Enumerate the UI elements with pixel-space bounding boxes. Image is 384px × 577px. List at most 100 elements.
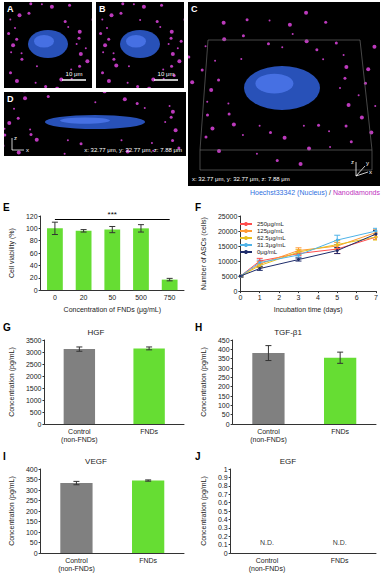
svg-text:0.3: 0.3	[218, 524, 228, 531]
svg-text:FNDs: FNDs	[331, 428, 349, 435]
svg-text:400: 400	[218, 346, 230, 353]
svg-text:150: 150	[26, 518, 38, 525]
svg-text:200: 200	[218, 383, 230, 390]
svg-text:D: D	[7, 94, 14, 104]
svg-text:2: 2	[277, 294, 281, 301]
svg-text:(non-FNDs): (non-FNDs)	[249, 565, 286, 573]
svg-text:3: 3	[297, 294, 301, 301]
svg-text:Control: Control	[65, 557, 88, 564]
svg-text:E: E	[3, 202, 10, 213]
svg-text:Concentration (pg/mL): Concentration (pg/mL)	[8, 476, 16, 546]
svg-text:15000: 15000	[218, 243, 238, 250]
svg-text:F: F	[195, 202, 201, 213]
svg-text:x: 32.77 μm, y: 32.77 μm, z: 7: x: 32.77 μm, y: 32.77 μm, z: 7.88 μm	[84, 147, 182, 153]
svg-text:10 μm: 10 μm	[158, 71, 175, 77]
svg-text:0μg/mL: 0μg/mL	[257, 249, 278, 255]
svg-text:Hoechst33342 (Nucleus) / Nanod: Hoechst33342 (Nucleus) / Nanodiamonds	[250, 189, 380, 197]
svg-text:Concentration (pg/mL): Concentration (pg/mL)	[200, 347, 208, 417]
svg-text:0.2: 0.2	[218, 533, 228, 540]
svg-text:350: 350	[26, 476, 38, 483]
svg-text:80: 80	[30, 237, 38, 244]
svg-text:6: 6	[355, 294, 359, 301]
svg-text:FNDs: FNDs	[331, 557, 349, 564]
svg-text:5: 5	[335, 294, 339, 301]
svg-text:250: 250	[218, 374, 230, 381]
svg-text:1000: 1000	[26, 397, 42, 404]
svg-text:z: z	[351, 159, 354, 165]
svg-text:5000: 5000	[222, 273, 238, 280]
svg-text:125μg/mL: 125μg/mL	[257, 228, 284, 234]
svg-text:500: 500	[30, 409, 42, 416]
svg-text:0.7: 0.7	[218, 491, 228, 498]
svg-text:200: 200	[26, 508, 38, 515]
svg-text:0: 0	[34, 287, 38, 294]
svg-text:FNDs: FNDs	[140, 428, 158, 435]
svg-text:300: 300	[218, 365, 230, 372]
svg-text:x: x	[26, 147, 29, 153]
svg-text:60: 60	[30, 250, 38, 257]
svg-text:0: 0	[224, 550, 228, 557]
svg-text:62.5μg/mL: 62.5μg/mL	[257, 235, 286, 241]
svg-text:31.3μg/mL: 31.3μg/mL	[257, 242, 286, 248]
svg-text:N.D.: N.D.	[333, 539, 347, 546]
svg-text:10 μm: 10 μm	[66, 71, 83, 77]
svg-text:0: 0	[53, 294, 57, 301]
svg-text:20000: 20000	[218, 228, 238, 235]
svg-text:0.5: 0.5	[218, 508, 228, 515]
svg-text:20: 20	[80, 294, 88, 301]
svg-text:Number of ASCs (cells): Number of ASCs (cells)	[200, 217, 208, 290]
svg-text:Control: Control	[257, 428, 280, 435]
svg-text:TGF-β1: TGF-β1	[274, 328, 302, 337]
svg-text:40: 40	[30, 262, 38, 269]
svg-text:I: I	[3, 451, 6, 462]
svg-text:400: 400	[26, 466, 38, 473]
svg-text:***: ***	[108, 210, 117, 219]
svg-text:300: 300	[26, 487, 38, 494]
svg-text:1500: 1500	[26, 385, 42, 392]
svg-text:A: A	[7, 4, 14, 14]
svg-text:J: J	[195, 451, 201, 462]
svg-text:C: C	[191, 4, 198, 14]
svg-text:G: G	[3, 322, 11, 333]
svg-text:50: 50	[108, 294, 116, 301]
svg-text:Control: Control	[68, 428, 91, 435]
svg-text:20: 20	[30, 274, 38, 281]
svg-text:0.1: 0.1	[218, 541, 228, 548]
svg-text:350: 350	[218, 355, 230, 362]
svg-text:7: 7	[374, 294, 378, 301]
svg-text:100: 100	[26, 529, 38, 536]
svg-text:0: 0	[226, 421, 230, 428]
svg-text:FNDs: FNDs	[139, 557, 157, 564]
svg-text:4: 4	[316, 294, 320, 301]
svg-text:1: 1	[224, 466, 228, 473]
svg-text:750: 750	[164, 294, 176, 301]
svg-text:10000: 10000	[218, 258, 238, 265]
svg-text:250: 250	[26, 497, 38, 504]
svg-text:250μg/mL: 250μg/mL	[257, 221, 284, 227]
svg-text:HGF: HGF	[88, 328, 105, 337]
svg-text:500: 500	[135, 294, 147, 301]
svg-text:0.6: 0.6	[218, 499, 228, 506]
svg-text:y: y	[366, 160, 369, 166]
svg-text:0.9: 0.9	[218, 474, 228, 481]
svg-text:Concentration (pg/mL): Concentration (pg/mL)	[8, 347, 16, 417]
svg-text:0.8: 0.8	[218, 482, 228, 489]
svg-text:150: 150	[218, 393, 230, 400]
svg-text:0: 0	[34, 550, 38, 557]
svg-text:3500: 3500	[26, 337, 42, 344]
svg-text:0: 0	[238, 294, 242, 301]
svg-text:x: 32.77 μm, y: 32.77 μm, z: 7: x: 32.77 μm, y: 32.77 μm, z: 7.88 μm	[192, 176, 290, 182]
svg-text:50: 50	[222, 411, 230, 418]
svg-text:0: 0	[38, 421, 42, 428]
svg-text:1: 1	[258, 294, 262, 301]
svg-text:25000: 25000	[218, 213, 238, 220]
svg-text:Cell viability (%): Cell viability (%)	[8, 228, 16, 278]
svg-text:B: B	[99, 4, 106, 14]
svg-text:x: x	[369, 169, 372, 175]
svg-text:2000: 2000	[26, 373, 42, 380]
svg-text:(non-FNDs): (non-FNDs)	[58, 565, 95, 573]
svg-text:Concentration (pg/mL): Concentration (pg/mL)	[200, 476, 208, 546]
svg-text:Control: Control	[256, 557, 279, 564]
svg-text:120: 120	[26, 213, 38, 220]
svg-text:Incubation time (days): Incubation time (days)	[274, 306, 343, 314]
